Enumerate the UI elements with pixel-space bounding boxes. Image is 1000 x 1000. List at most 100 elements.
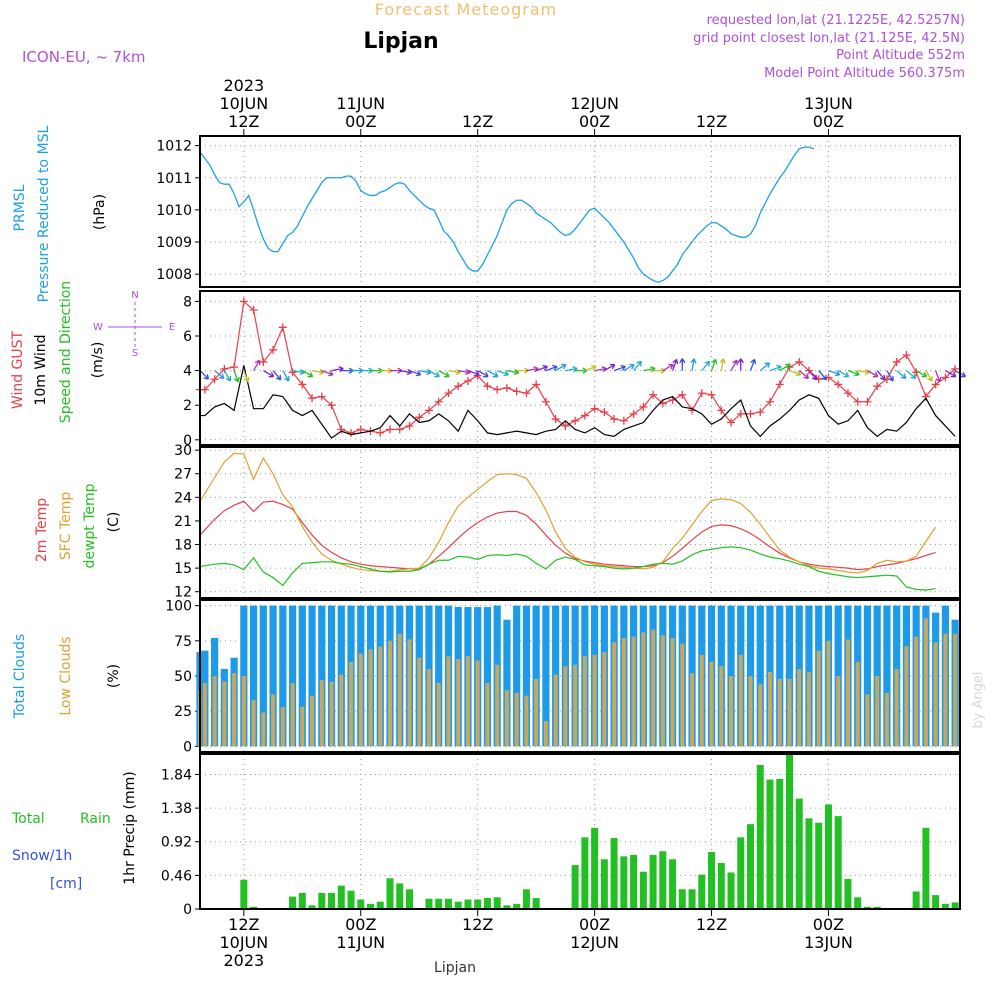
- low-cloud-bar: [651, 629, 656, 747]
- panel-frame: [199, 135, 961, 288]
- precip-bar: [405, 889, 413, 909]
- gust-marker: [600, 408, 609, 417]
- y-tick-label: 18: [174, 538, 192, 554]
- precip-bar: [337, 885, 345, 909]
- low-cloud-bar: [660, 635, 665, 747]
- top-hour-label: 12Z: [462, 112, 493, 131]
- y-tick-label: 100: [165, 599, 192, 615]
- gust-marker: [580, 411, 589, 420]
- precip-bar: [854, 897, 862, 909]
- total-cloud-bar: [756, 605, 764, 747]
- gust-marker: [444, 389, 453, 398]
- gust-marker: [843, 389, 852, 398]
- y-tick-label: 1011: [156, 171, 192, 187]
- bottom-hour-label: 12Z: [228, 915, 259, 934]
- gust-marker: [386, 425, 394, 434]
- low-cloud-bar: [261, 712, 266, 747]
- wind-speed-line: [200, 365, 956, 439]
- bottom-day-label: 11JUN: [336, 933, 385, 952]
- wind-unit: (m/s): [90, 342, 106, 379]
- precip-cm-label: [cm]: [50, 876, 82, 892]
- low-cloud-bar: [251, 699, 256, 747]
- wind-direction-arrow: [223, 370, 232, 382]
- gust-marker: [200, 385, 209, 394]
- precip-bar: [639, 871, 647, 909]
- y-tick-label: 75: [174, 634, 192, 650]
- total-cloud-bar: [259, 605, 267, 747]
- footer-location: Lipjan: [434, 960, 476, 976]
- precip-bar: [454, 901, 462, 909]
- low-cloud-bar: [719, 666, 724, 747]
- wind-direction-arrow: [282, 370, 290, 382]
- wind-direction-arrow: [737, 358, 744, 371]
- gust-marker: [483, 382, 492, 391]
- wind-direction-arrow: [199, 370, 210, 380]
- low-cloud-bar: [524, 695, 529, 747]
- total-cloud-bar: [269, 605, 277, 747]
- wind-direction-arrow: [301, 370, 314, 378]
- low-cloud-bar: [787, 678, 792, 747]
- wind-direction-arrow: [487, 370, 499, 378]
- wind-direction-arrow: [604, 363, 616, 372]
- wind-direction-arrow: [545, 364, 558, 372]
- low-cloud-bar: [202, 683, 207, 747]
- wind-label: 10m Wind: [33, 334, 49, 405]
- precip-bar: [805, 818, 813, 909]
- gust-marker: [834, 380, 843, 389]
- low-cloud-bar: [768, 671, 772, 747]
- precip-bar: [610, 838, 618, 909]
- gust-marker: [717, 406, 726, 415]
- wind-direction-arrow: [779, 363, 791, 372]
- gust-marker: [415, 413, 424, 422]
- precip-rain-label: Rain: [80, 811, 111, 827]
- top-day-label: 11JUN: [336, 94, 385, 113]
- precip-bar: [591, 827, 599, 909]
- temp2m-line: [199, 500, 936, 571]
- wind-direction-arrow: [769, 364, 782, 372]
- bottom-year-label: 2023: [223, 951, 264, 970]
- total-cloud-bar: [483, 607, 492, 747]
- low-cloud-bar: [212, 676, 217, 747]
- precip-bar: [630, 854, 638, 909]
- precip-bar: [464, 899, 472, 909]
- precip-bar: [435, 898, 443, 909]
- precip-bar: [357, 899, 365, 909]
- wind-direction-arrow: [233, 370, 240, 383]
- low-cloud-bar: [514, 692, 519, 747]
- precip-bar: [747, 824, 755, 909]
- top-hour-label: 00Z: [579, 112, 610, 131]
- y-tick-label: 30: [174, 443, 192, 459]
- gust-marker: [278, 323, 287, 332]
- y-tick-label: 2: [183, 398, 192, 414]
- gust-marker: [863, 397, 872, 406]
- wind-direction-arrow: [679, 358, 686, 371]
- top-hour-label: 00Z: [345, 112, 376, 131]
- compass-e: E: [169, 322, 175, 333]
- y-tick-label: 1009: [156, 235, 192, 251]
- precip-bar: [425, 898, 433, 909]
- low-cloud-bar: [378, 646, 383, 747]
- precip-total-label: Total: [11, 811, 45, 827]
- low-cloud-bar: [446, 656, 451, 747]
- low-cloud-bar: [953, 633, 958, 747]
- y-tick-label: 1010: [156, 203, 192, 219]
- precip-bar: [815, 822, 823, 909]
- wind-direction-arrow: [730, 359, 738, 371]
- y-tick-label: 24: [174, 490, 192, 506]
- gust-marker: [259, 357, 268, 366]
- wind-direction-arrow: [789, 369, 802, 377]
- gust-marker: [766, 397, 774, 406]
- y-tick-label: 50: [174, 669, 192, 685]
- wind-direction-label: Speed and Direction: [58, 281, 74, 423]
- low-cloud-bar: [329, 681, 334, 747]
- plot-layer: 1008100910101011101202468121518212427300…: [156, 76, 967, 970]
- wind-direction-arrow: [263, 370, 275, 378]
- low-cloud-bar: [368, 649, 373, 747]
- low-cloud-bar: [797, 668, 802, 747]
- total-cloud-bar: [298, 605, 306, 747]
- gust-marker: [551, 415, 560, 424]
- low-cloud-bar: [485, 683, 490, 747]
- wind-direction-arrow: [818, 370, 828, 381]
- gust-marker: [249, 306, 258, 315]
